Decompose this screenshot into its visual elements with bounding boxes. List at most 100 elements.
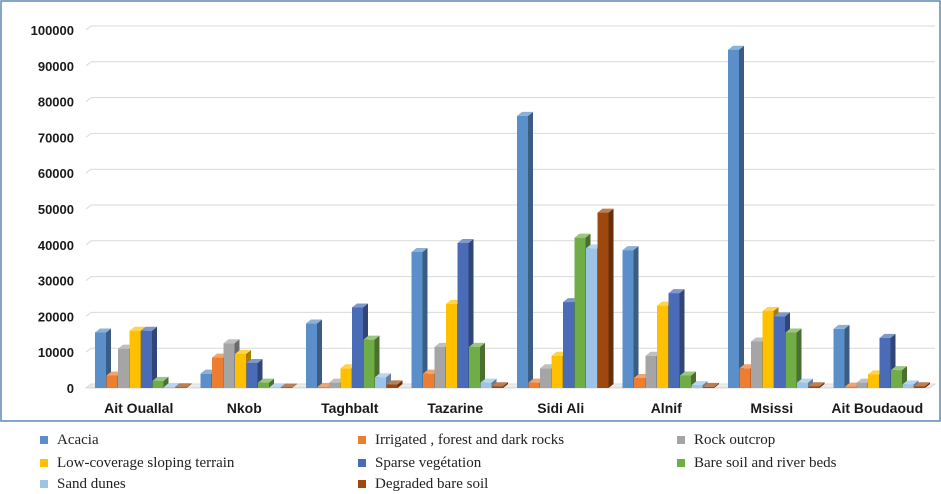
y-tick-label: 10000 — [38, 345, 74, 360]
bar-front — [751, 341, 762, 388]
bar-front — [914, 386, 925, 388]
bar-top — [691, 381, 708, 386]
bar-side — [608, 208, 614, 388]
legend-label: Bare soil and river beds — [694, 454, 837, 471]
legend-label: Sparse vegétation — [375, 454, 482, 471]
bar-side — [633, 246, 639, 388]
bar-top — [457, 239, 474, 244]
x-tick-label: Msissi — [750, 400, 793, 416]
legend-swatch — [40, 436, 48, 444]
bar-front — [833, 328, 845, 388]
legend-item: Sparse vegétation — [358, 453, 481, 473]
bar-front — [423, 373, 434, 388]
legend-swatch — [677, 436, 685, 444]
bar-front — [411, 251, 423, 388]
gridline-depth — [85, 61, 92, 67]
bar-side — [503, 382, 508, 388]
bar-side — [925, 382, 930, 388]
bar-top — [246, 358, 263, 363]
bar-front — [235, 353, 246, 388]
bar-front — [845, 386, 856, 388]
bar-front — [363, 339, 375, 388]
bar — [492, 382, 508, 388]
bar-side — [292, 383, 297, 388]
bar-front — [645, 355, 657, 388]
legend-swatch — [40, 480, 48, 488]
bar — [141, 326, 157, 388]
legend-label: Acacia — [57, 431, 99, 448]
legend-item: Degraded bare soil — [358, 474, 488, 494]
y-axis-ticks: 0 10000 20000 30000 40000 50000 60000 70000 8000… — [31, 23, 74, 396]
bar-top — [269, 383, 286, 388]
bar — [258, 378, 274, 388]
x-tick-label: Taghbalt — [321, 400, 379, 416]
bar — [411, 247, 428, 388]
bar-top — [152, 376, 169, 381]
bar-front — [95, 332, 106, 388]
bar-side — [397, 380, 403, 388]
bar-top — [175, 383, 192, 388]
bar-side — [739, 45, 744, 388]
bar-top — [622, 246, 639, 251]
bar-front — [129, 330, 141, 388]
bar-front — [540, 368, 551, 388]
bar — [691, 381, 708, 388]
bar-front — [902, 384, 914, 388]
bar-front — [622, 250, 634, 388]
bar-front — [528, 382, 540, 388]
gridline-depth — [85, 25, 92, 31]
bar-front — [739, 368, 751, 388]
bar — [469, 342, 485, 388]
bar-top — [281, 383, 297, 388]
bar-top — [680, 371, 696, 376]
gridline-depth — [85, 347, 92, 353]
bar-front — [200, 373, 212, 388]
bar-top — [235, 349, 251, 354]
x-tick-label: Tazarine — [427, 400, 483, 416]
bar — [808, 382, 825, 388]
y-tick-label: 40000 — [38, 238, 74, 253]
bar-front — [574, 237, 586, 388]
bar-front — [317, 386, 329, 388]
bar-top — [386, 380, 403, 385]
bar-top — [728, 45, 744, 50]
bar — [914, 382, 930, 388]
y-tick-label: 50000 — [38, 202, 74, 217]
bar-front — [657, 305, 668, 388]
x-tick-label: Ait Ouallal — [104, 400, 173, 416]
bar-top — [574, 233, 591, 238]
y-tick-label: 60000 — [38, 166, 74, 181]
bar-front — [457, 243, 469, 388]
bar-top — [363, 335, 380, 340]
bar-front — [118, 348, 129, 388]
bar — [668, 289, 685, 388]
legend-item: Irrigated , forest and dark rocks — [358, 430, 564, 450]
bar-front — [141, 330, 152, 388]
bar-top — [797, 378, 813, 383]
bar-front — [517, 115, 528, 389]
y-tick-label: 30000 — [38, 274, 74, 289]
legend-item: Sand dunes — [40, 474, 126, 494]
bar-front — [246, 362, 258, 388]
legend-item: Low-coverage sloping terrain — [40, 453, 234, 473]
bar-top — [833, 324, 850, 329]
bar-front — [469, 346, 480, 388]
bar-top — [703, 382, 719, 387]
y-tick-label: 70000 — [38, 130, 74, 145]
gridline-depth — [85, 312, 92, 317]
x-axis-ticks: Ait Ouallal Nkob Taghbalt Tazarine Sidi Ali A… — [104, 400, 923, 416]
x-tick-label: Alnif — [651, 400, 682, 416]
y-tick-label: 100000 — [31, 23, 74, 38]
bar — [386, 380, 403, 388]
bar-front — [762, 311, 774, 388]
legend-label: Sand dunes — [57, 475, 126, 492]
bar — [785, 328, 802, 388]
bar-front — [563, 302, 574, 388]
bar-top — [879, 333, 896, 338]
bar-top — [129, 326, 146, 331]
legend-label: Degraded bare soil — [375, 475, 489, 492]
bar-front — [258, 382, 269, 388]
legend-swatch — [677, 459, 685, 467]
bar-top — [141, 326, 157, 331]
x-tick-label: Sidi Ali — [537, 400, 584, 416]
